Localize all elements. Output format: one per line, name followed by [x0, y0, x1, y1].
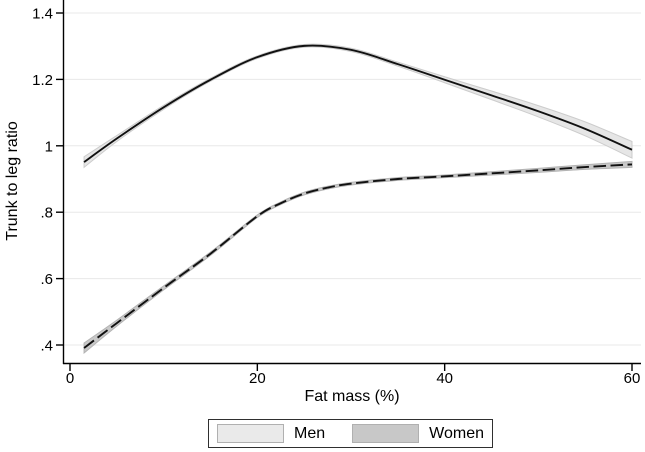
- men-curve: [83, 44, 633, 163]
- women-band-swatch: [352, 424, 420, 443]
- x-tick-label: 60: [624, 370, 641, 387]
- y-tick-label: .4: [40, 338, 53, 355]
- legend-entry-men: Men: [217, 424, 325, 443]
- x-tick-label: 20: [249, 370, 266, 387]
- legend-entry-women: Women: [352, 424, 484, 443]
- women-confidence-band: [83, 160, 633, 355]
- women-curve: [83, 163, 633, 349]
- x-tick-label: 0: [66, 370, 74, 387]
- y-tick-label: 1: [45, 138, 53, 155]
- legend-box: Men Women: [208, 419, 493, 448]
- legend-label-men: Men: [294, 424, 326, 442]
- legend-label-women: Women: [429, 424, 484, 442]
- y-axis-title: Trunk to leg ratio: [4, 121, 21, 241]
- x-axis-title: Fat mass (%): [304, 388, 400, 405]
- men-band-swatch: [217, 424, 284, 443]
- x-tick-label: 40: [436, 370, 453, 387]
- y-tick-label: .8: [40, 205, 53, 222]
- y-tick-label: 1.2: [32, 72, 53, 89]
- y-tick-label: 1.4: [32, 6, 53, 23]
- y-tick-label: .6: [40, 271, 53, 288]
